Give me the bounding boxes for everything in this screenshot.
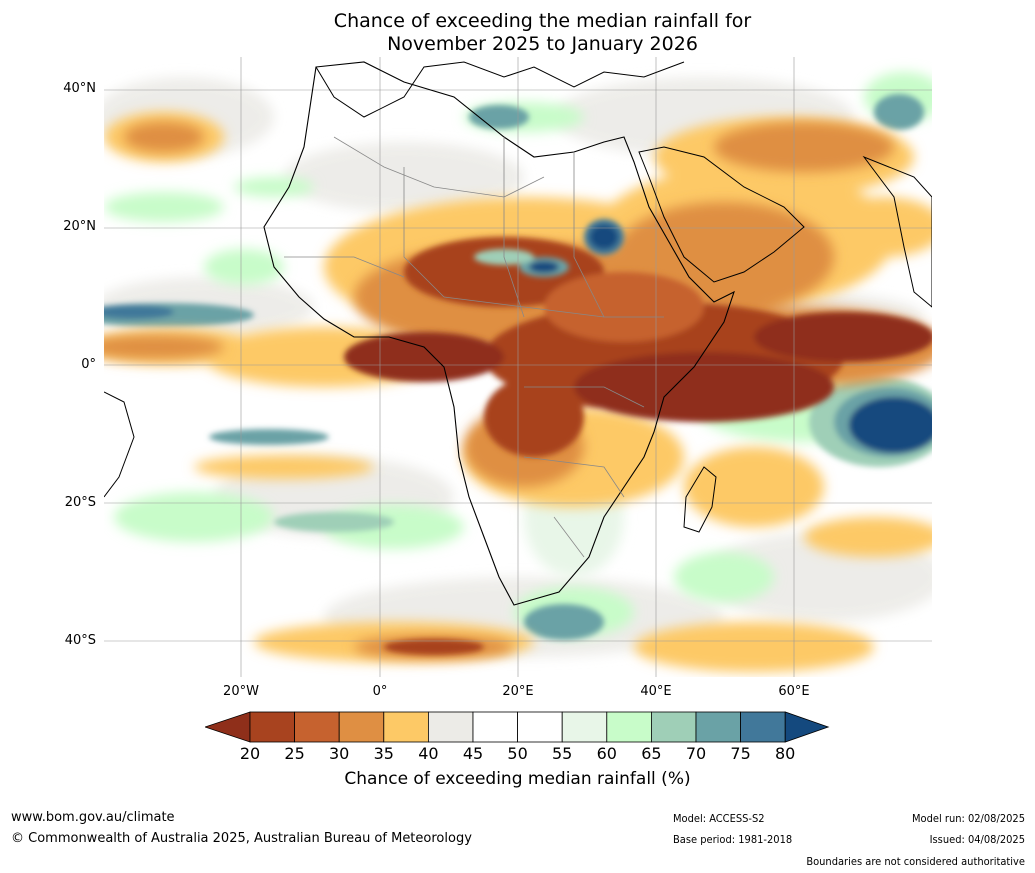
lat-label-20n: 20°N — [63, 219, 96, 234]
colorbar-tick-label: 20 — [239, 744, 261, 763]
colorbar — [205, 711, 830, 743]
colorbar-tick-label: 70 — [685, 744, 707, 763]
footer-model-run: Model run: 02/08/2025 — [912, 812, 1025, 825]
colorbar-segment — [472, 711, 518, 743]
colorbar-tick-label: 60 — [596, 744, 617, 763]
lon-label-60e: 60°E — [778, 684, 810, 699]
footer-copyright: © Commonwealth of Australia 2025, Austra… — [11, 831, 472, 846]
lat-label-40n: 40°N — [63, 81, 96, 96]
footer-model: Model: ACCESS-S2 — [673, 812, 765, 825]
madagascar-outline — [683, 466, 717, 533]
lat-label-20s: 20°S — [64, 495, 96, 510]
colorbar-segment — [650, 711, 697, 743]
colorbar-tick-label: 45 — [462, 744, 484, 763]
colorbar-segment — [606, 711, 652, 743]
lon-label-20e: 20°E — [502, 684, 534, 699]
colorbar-segment — [695, 711, 741, 743]
colorbar-segment — [249, 711, 295, 743]
africa-coastline — [263, 61, 735, 606]
lon-label-20w: 20°W — [223, 684, 259, 699]
colorbar-tick-label: 35 — [373, 744, 394, 763]
colorbar-segment — [294, 711, 340, 743]
colorbar-segment — [427, 711, 474, 743]
europe-coastline — [315, 61, 685, 118]
title-line-1: Chance of exceeding the median rainfall … — [333, 10, 752, 32]
colorbar-label: Chance of exceeding median rainfall (%) — [344, 769, 691, 789]
rainfall-map-graphic — [104, 57, 932, 677]
colorbar-tick-label: 55 — [552, 744, 573, 763]
title-line-2: November 2025 to January 2026 — [387, 33, 698, 55]
lon-label-0: 0° — [372, 684, 388, 699]
colorbar-segment — [338, 711, 385, 743]
colorbar-segment — [517, 711, 563, 743]
lon-label-40e: 40°E — [640, 684, 672, 699]
footer-disclaimer: Boundaries are not considered authoritat… — [806, 855, 1025, 868]
lat-label-40s: 40°S — [64, 633, 96, 648]
lat-label-0: 0° — [81, 357, 96, 372]
map-title: Chance of exceeding the median rainfall … — [0, 10, 1035, 56]
colorbar-extend-low — [205, 711, 251, 743]
footer-issued: Issued: 04/08/2025 — [929, 833, 1025, 846]
colorbar-tick-label: 65 — [641, 744, 662, 763]
rainfall-map — [104, 57, 932, 677]
south-america-coastline — [104, 391, 135, 498]
colorbar-segment — [383, 711, 429, 743]
footer-url: www.bom.gov.au/climate — [11, 810, 175, 825]
colorbar-tick-label: 50 — [507, 744, 528, 763]
colorbar-tick-label: 30 — [329, 744, 350, 763]
colorbar-tick-label: 80 — [775, 744, 796, 763]
colorbar-segment — [561, 711, 608, 743]
arabia-coastline — [638, 146, 805, 283]
footer-base-period: Base period: 1981-2018 — [673, 833, 793, 846]
colorbar-tick-label: 25 — [284, 744, 305, 763]
colorbar-extend-high — [784, 711, 830, 743]
colorbar-tick-label: 75 — [730, 744, 751, 763]
colorbar-tick-label: 40 — [418, 744, 439, 763]
india-coastline — [862, 155, 932, 308]
colorbar-segment — [740, 711, 786, 743]
